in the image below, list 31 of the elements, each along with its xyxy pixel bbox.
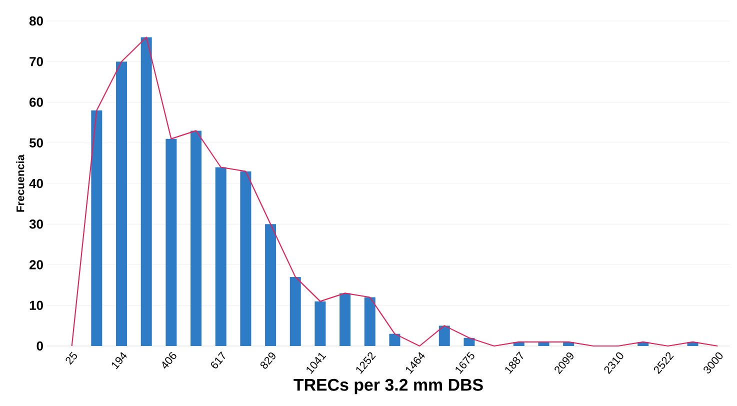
y-tick-label: 60 [30,98,43,107]
x-tick-label: 194 [112,352,127,370]
x-tick-label: 829 [260,352,276,369]
bar [190,130,202,346]
y-tick-label: 10 [30,300,43,310]
bar [340,293,351,346]
x-axis-title: TRECs per 3.2 mm DBS [294,378,483,394]
y-tick-label: 70 [30,57,43,66]
y-axis-title: Frecuencia [16,154,24,212]
y-tick-label: 40 [29,178,43,188]
y-tick-label: 50 [29,138,43,148]
bar [240,171,252,346]
y-tick-label: 30 [29,220,43,229]
x-tick-label: 25 [66,352,77,365]
bar [290,276,301,346]
bar [364,297,376,346]
bar [438,326,450,346]
bar [91,110,102,346]
bar [215,167,226,346]
x-tick-label: 617 [211,351,226,368]
x-tick-label: 406 [162,352,176,369]
bar [464,338,475,346]
bar [314,301,326,346]
y-tick-label: 80 [29,16,43,26]
bar [116,62,128,346]
y-tick-label: 20 [30,260,43,270]
y-tick-label: 0 [36,341,43,351]
bar [265,224,276,346]
bar [140,37,152,346]
bar [389,334,400,346]
bar [166,138,177,346]
